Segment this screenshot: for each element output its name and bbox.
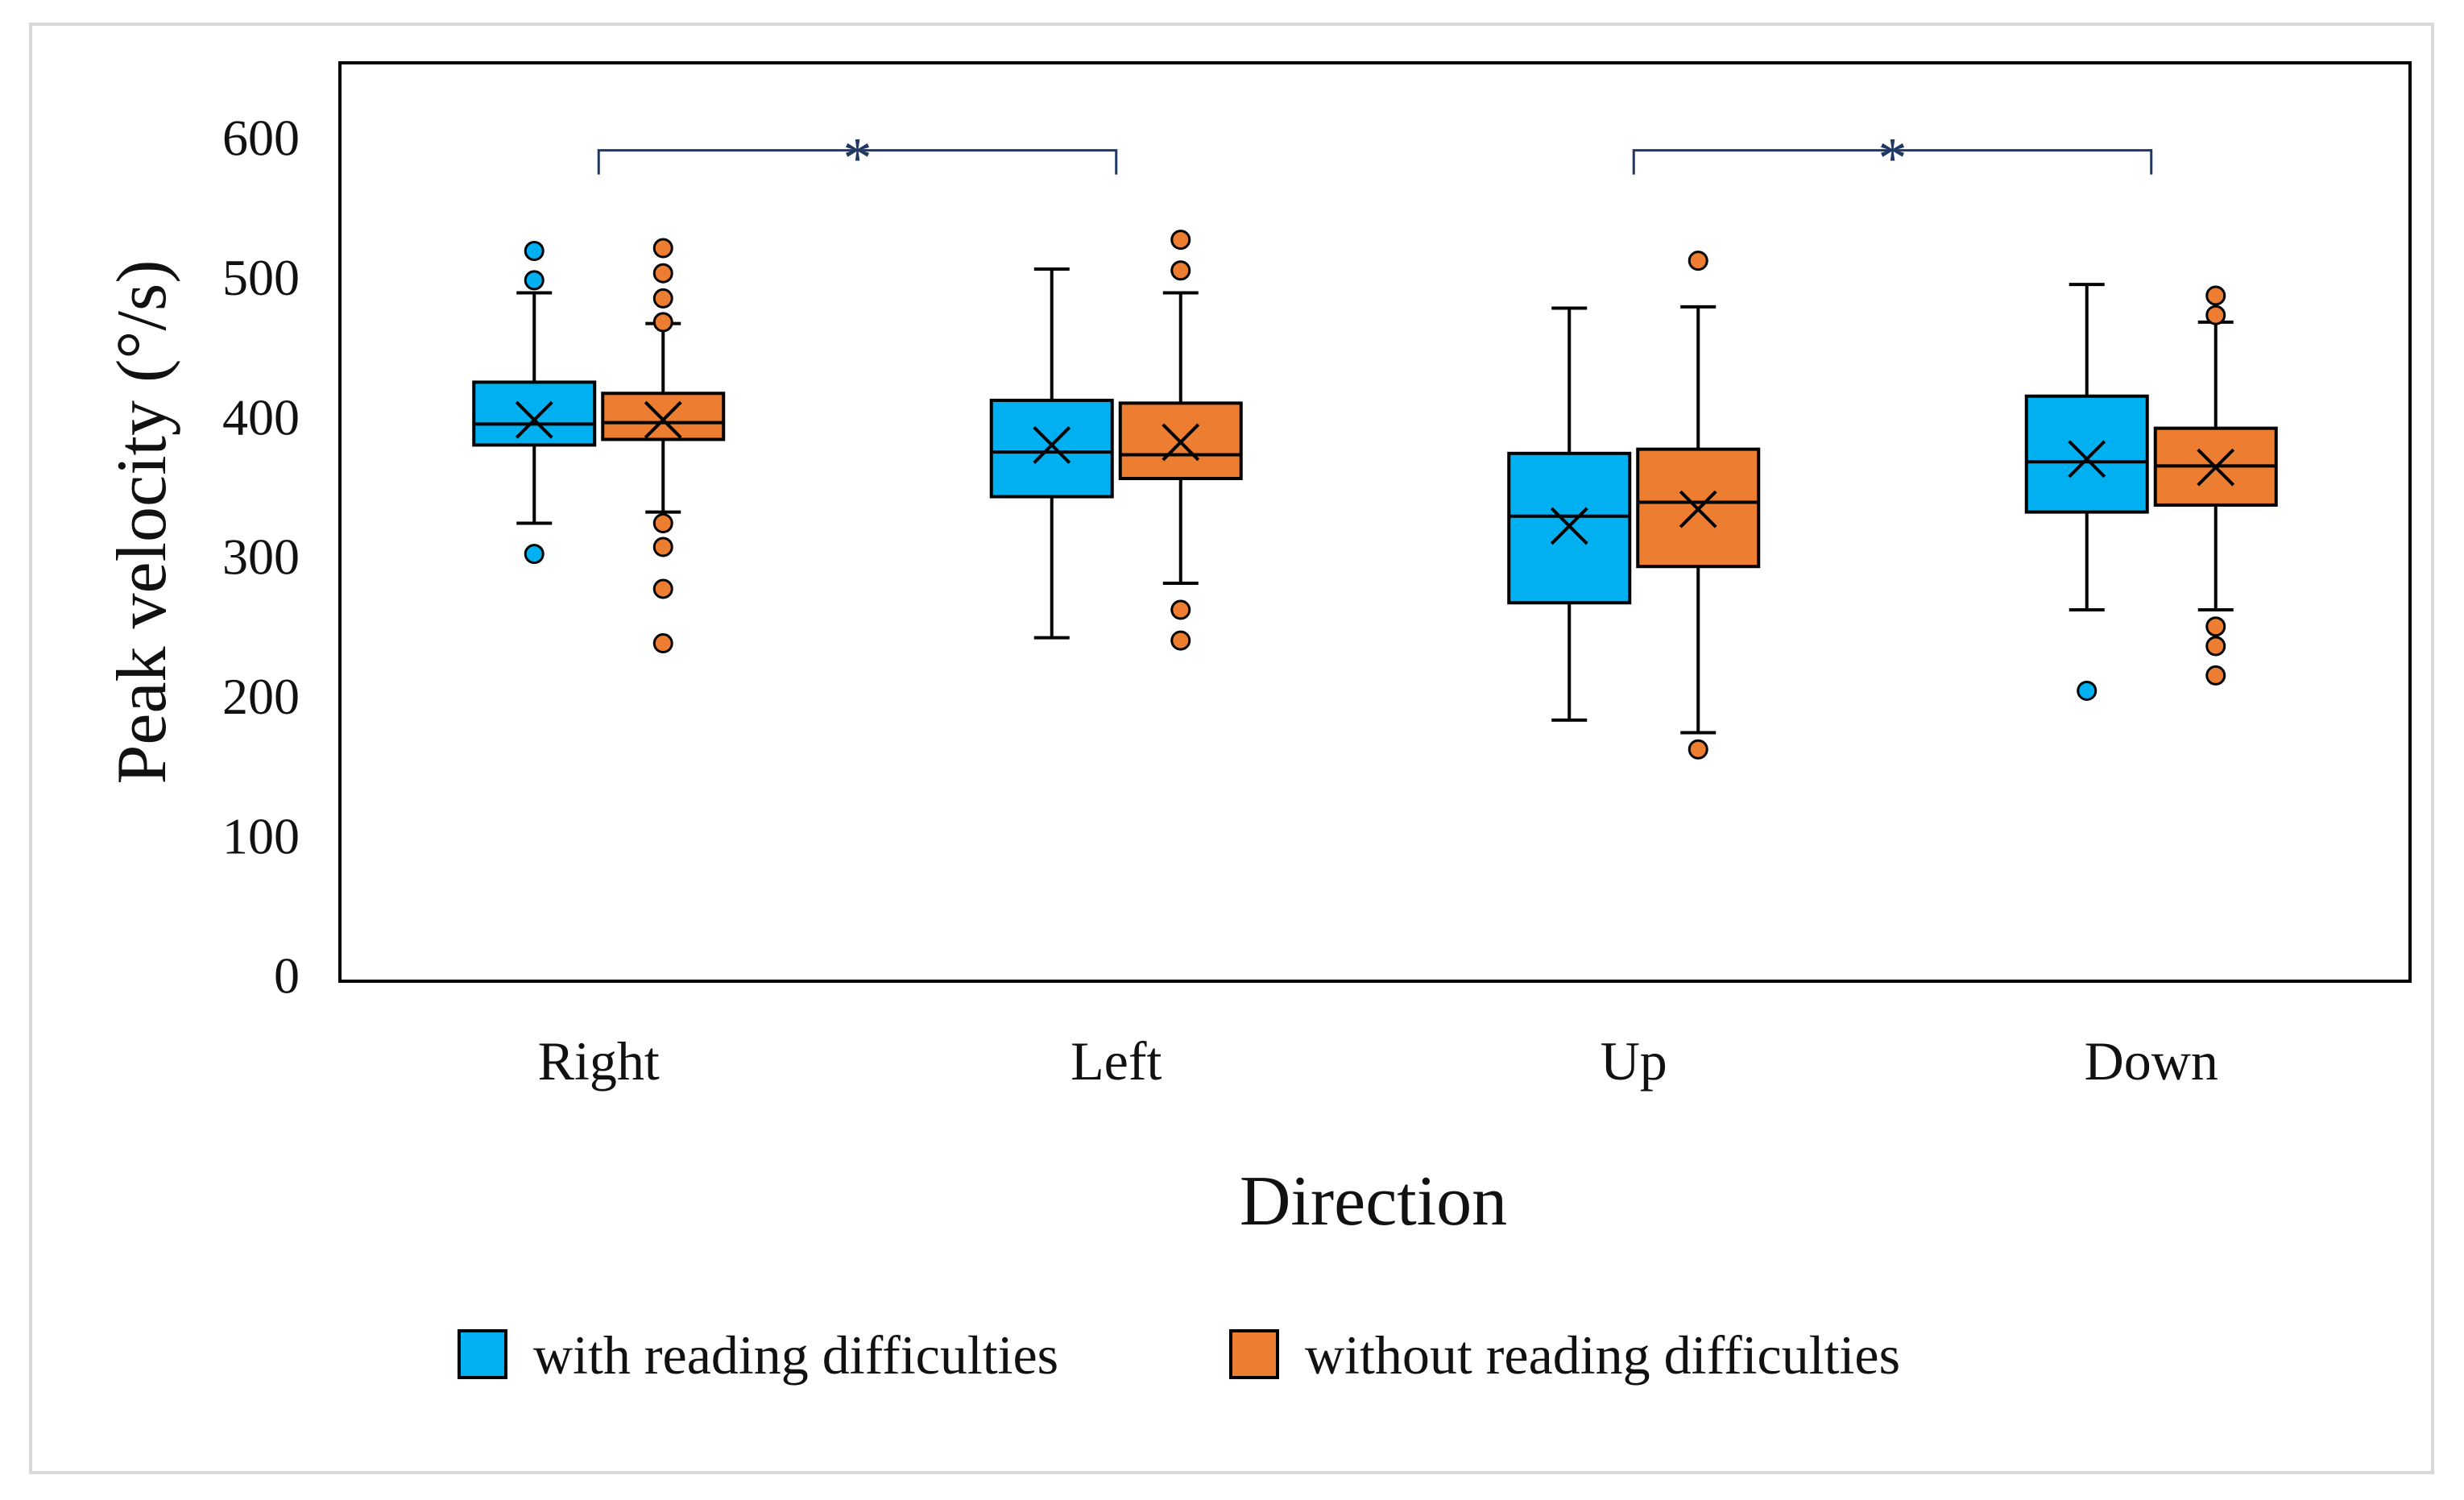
legend-swatch-without (1229, 1329, 1279, 1379)
outlier-point (1170, 230, 1191, 251)
y-tick-label: 400 (222, 388, 300, 445)
outlier-point (2205, 285, 2226, 306)
outlier-point (2205, 616, 2226, 637)
y-tick-label: 500 (222, 249, 300, 306)
outlier-point (2205, 665, 2226, 686)
mean-marker (1033, 425, 1071, 464)
figure-frame (29, 23, 2434, 1474)
legend-swatch-with (458, 1329, 507, 1379)
significance-bracket (597, 149, 1118, 175)
x-tick-labels: Right Left Up Down (538, 1030, 2218, 1092)
mean-marker (1550, 507, 1588, 545)
y-tick-label: 200 (222, 668, 300, 725)
outlier-point (1170, 260, 1191, 281)
box-up-series-1 (1636, 251, 1761, 760)
outlier-point (652, 512, 673, 533)
outlier-point (652, 312, 673, 333)
y-axis-title: Peak velocity (°/s) (103, 259, 181, 784)
legend-label-with: with reading difficulties (533, 1324, 1058, 1386)
x-tick-label-up: Up (1601, 1030, 1667, 1092)
mean-marker (1162, 423, 1200, 462)
mean-marker (2068, 440, 2106, 479)
outlier-point (652, 288, 673, 309)
box-iqr (2024, 394, 2149, 514)
box-down-series-1 (2153, 285, 2278, 686)
outlier-point (524, 270, 545, 291)
outlier-point (1170, 630, 1191, 651)
box-series (472, 230, 2278, 760)
mean-marker (2197, 448, 2235, 487)
x-axis-title: Direction (1240, 1162, 1507, 1241)
y-tick-label: 300 (222, 528, 300, 586)
box-iqr (1507, 451, 1632, 605)
box-right-series-1 (601, 238, 726, 654)
outlier-point (2077, 680, 2098, 701)
box-iqr (1118, 401, 1243, 481)
plot-area-border (338, 61, 2412, 983)
box-iqr (989, 398, 1114, 499)
x-tick-label-left: Left (1070, 1030, 1162, 1092)
y-tick-labels: 0 100 200 300 400 500 600 (222, 110, 300, 1005)
box-left-series-1 (1118, 230, 1243, 651)
y-tick-label: 100 (222, 807, 300, 864)
outlier-point (1688, 251, 1708, 271)
significance-marker: * (1878, 126, 1907, 191)
outlier-point (652, 578, 673, 599)
box-iqr (472, 380, 597, 447)
mean-marker (515, 400, 553, 439)
significance-annotations: * * (597, 126, 2153, 191)
mean-marker (644, 400, 682, 439)
mean-marker (1679, 490, 1717, 528)
outlier-point (652, 263, 673, 284)
significance-bracket (1632, 149, 2153, 175)
box-up-series-0 (1507, 306, 1632, 722)
outlier-point (652, 537, 673, 557)
box-iqr (601, 392, 726, 441)
box-left-series-0 (989, 267, 1114, 640)
outlier-point (1170, 599, 1191, 620)
x-tick-label-down: Down (2085, 1030, 2218, 1092)
box-right-series-0 (472, 240, 597, 565)
outlier-point (524, 240, 545, 261)
y-tick-label: 0 (274, 947, 300, 1005)
outlier-point (652, 633, 673, 654)
legend-label-without: without reading difficulties (1305, 1324, 1900, 1386)
outlier-point (524, 544, 545, 565)
outlier-point (652, 238, 673, 259)
box-down-series-0 (2024, 283, 2149, 701)
outlier-point (1688, 739, 1708, 760)
outlier-point (2205, 305, 2226, 325)
y-tick-label: 600 (222, 110, 300, 167)
significance-marker: * (843, 126, 872, 191)
x-tick-label-right: Right (538, 1030, 660, 1092)
legend: with reading difficulties without readin… (458, 1324, 1900, 1386)
outlier-point (2205, 636, 2226, 657)
